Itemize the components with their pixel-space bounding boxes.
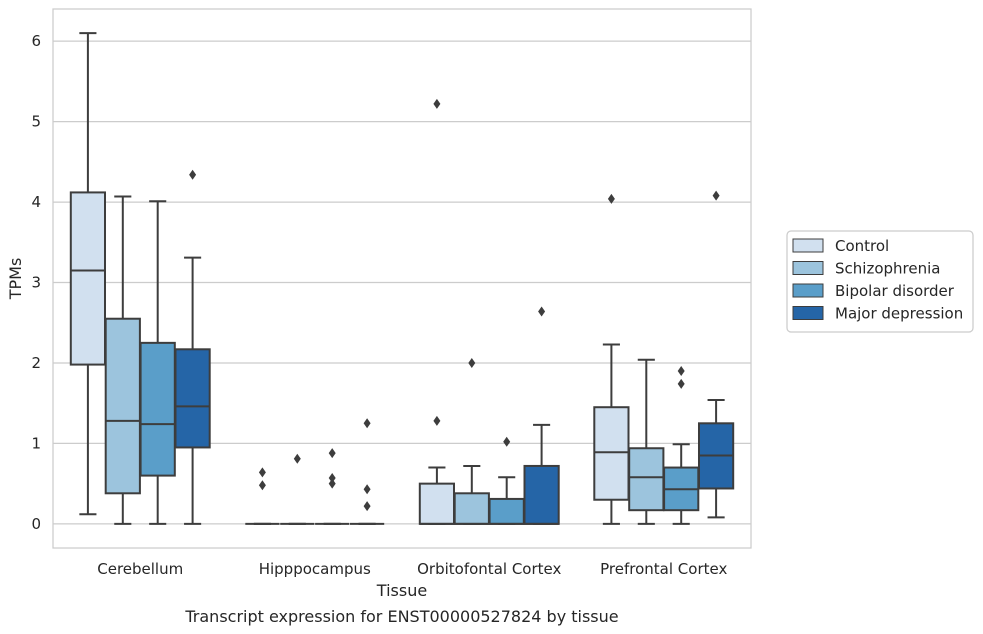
y-axis-ticks: 0 1 2 3 4 5 6: [31, 32, 41, 533]
box-1-1: [280, 453, 315, 525]
box-0-2: [418, 98, 456, 525]
box-body: [174, 348, 211, 449]
y-tick-label: 2: [31, 354, 41, 372]
y-tick-label: 3: [31, 274, 41, 292]
box-3-3: [697, 190, 735, 519]
box-body: [488, 497, 525, 525]
y-tick-label: 0: [31, 515, 41, 533]
outlier-point: [468, 357, 476, 368]
box-body: [628, 447, 665, 512]
legend: Control Schizophrenia Bipolar disorder Majo…: [786, 230, 974, 333]
box-body: [453, 492, 490, 525]
y-axis-title: TPMs: [6, 258, 25, 301]
legend-swatch: [792, 261, 824, 275]
legend-frame: [786, 230, 974, 333]
outlier-point: [538, 306, 546, 317]
box-body: [139, 341, 176, 477]
x-tick-label: Hipppocampus: [259, 560, 371, 578]
plot-area-frame: [52, 8, 752, 549]
y-tick-label: 6: [31, 32, 41, 50]
box-body: [69, 191, 107, 366]
outlier-point: [328, 473, 336, 484]
box-3-0: [174, 169, 211, 525]
x-tick-label: Orbitofontal Cortex: [417, 560, 561, 578]
box-1-3: [628, 358, 665, 525]
outlier-point: [363, 501, 371, 512]
box-1-2: [453, 357, 490, 525]
box-2-2: [488, 436, 525, 525]
box-3-1: [349, 418, 385, 525]
outlier-point: [363, 418, 371, 429]
y-tick-label: 1: [31, 434, 41, 452]
outlier-point: [328, 478, 336, 489]
legend-swatch: [792, 238, 824, 253]
legend-swatch: [792, 283, 824, 298]
outlier-point: [677, 378, 685, 389]
x-tick-label: Prefrontal Cortex: [600, 560, 727, 578]
box-0-3: [593, 193, 630, 525]
legend-swatch: [792, 306, 824, 320]
y-tick-label: 4: [31, 193, 41, 211]
outlier-point: [328, 448, 336, 459]
x-axis-title: Tissue: [376, 581, 427, 600]
outlier-point: [433, 415, 441, 426]
legend-label: Control: [835, 237, 889, 255]
outlier-point: [293, 453, 301, 464]
outlier-point: [258, 480, 266, 491]
box-2-3: [663, 366, 700, 525]
outlier-point: [677, 366, 685, 377]
legend-label: Bipolar disorder: [835, 282, 955, 300]
legend-label: Major depression: [835, 305, 963, 323]
box-0-1: [245, 467, 280, 525]
box-2-1: [315, 448, 350, 525]
outlier-point: [363, 484, 371, 495]
outlier-point: [503, 436, 511, 447]
y-tick-label: 5: [31, 113, 41, 131]
outlier-point: [189, 169, 197, 180]
box-body: [104, 317, 141, 495]
box-body: [523, 464, 560, 525]
box-3-2: [523, 306, 560, 525]
x-tick-label: Cerebellum: [97, 560, 183, 578]
outlier-point: [607, 193, 615, 204]
outlier-point: [712, 190, 720, 201]
box-1-0: [104, 195, 141, 525]
box-body: [593, 406, 630, 501]
box-groups: [69, 32, 735, 525]
box-2-0: [139, 200, 176, 525]
x-axis-ticks: Cerebellum Hipppocampus Orbitofontal Corte…: [97, 560, 727, 578]
outlier-point: [258, 467, 266, 478]
legend-label: Schizophrenia: [835, 260, 940, 278]
box-0-0: [69, 32, 107, 516]
box-body: [418, 482, 456, 525]
outlier-point: [433, 98, 441, 109]
chart-caption: Transcript expression for ENST0000052782…: [184, 607, 618, 626]
